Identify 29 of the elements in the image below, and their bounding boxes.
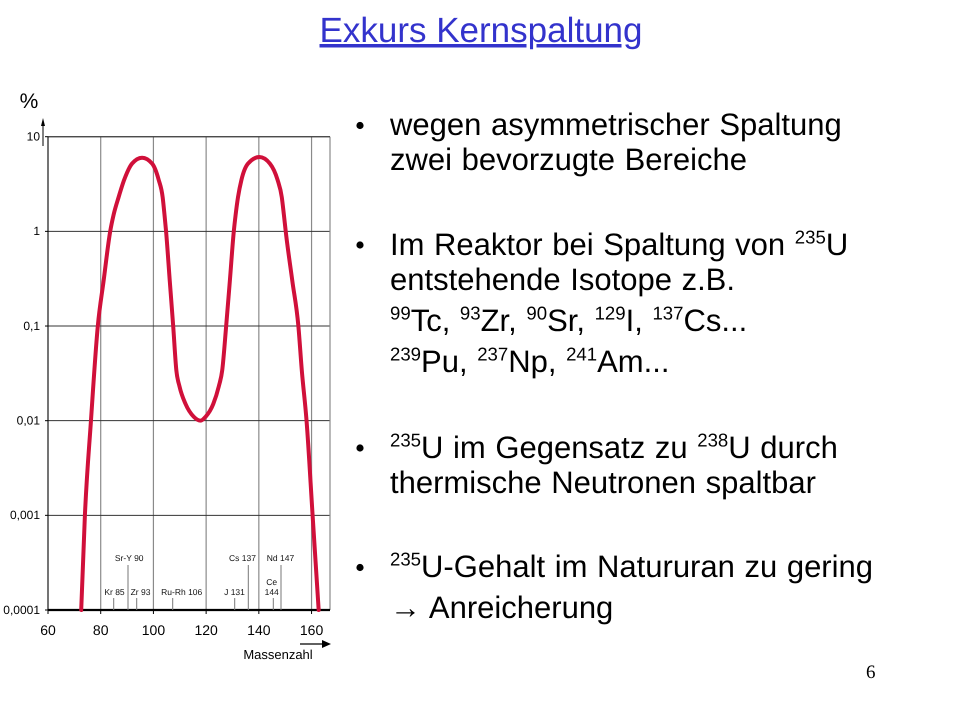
- y-tick-label: 10: [26, 130, 40, 144]
- y-tick-label: 0,01: [16, 414, 40, 428]
- y-axis-title: %: [20, 90, 38, 113]
- annotation: Ce 144: [264, 577, 280, 597]
- x-tick-label: 120: [194, 622, 218, 638]
- y-tick-label: 1: [33, 224, 40, 238]
- y-tick-label: 0,001: [10, 508, 40, 522]
- x-axis-title: Massenzahl: [243, 647, 313, 662]
- annotation: Cs 137: [229, 553, 256, 563]
- text: Im Reaktor bei Spaltung von $^{235}$U entstehende Isotope z.B. $^{99}$Tc, $^{93}$Zr, $^{90}$Sr, $^{129}$I, $^{137}$Cs... $^{239}$Pu, $^{237}$Np, $^{241}$Am...: [390, 226, 848, 378]
- annotation: Ru-Rh 106: [161, 587, 203, 597]
- annotation: Kr 85: [104, 587, 125, 597]
- annotation: Nd 147: [266, 553, 294, 563]
- text: $^{235}$U-Gehalt im Natururan zu gering → Anreicherung: [390, 548, 874, 625]
- x-tick-label: 100: [142, 622, 166, 638]
- text: 6: [866, 662, 876, 684]
- y-tick-label: 0,1: [23, 318, 40, 333]
- x-tick-label: 140: [247, 622, 271, 638]
- x-tick-label: 80: [92, 622, 109, 638]
- text: wegen asymmetrischer Spaltung zwei bevorzugte Bereiche: [390, 107, 843, 177]
- annotation: Sr-Y 90: [114, 553, 144, 563]
- text: Exkurs Kernspaltung: [320, 11, 642, 50]
- line-series: [79, 155, 321, 612]
- y-tick-label: 0,0001: [3, 602, 40, 617]
- annotation: Zr 93: [130, 587, 151, 597]
- x-tick-label: 60: [40, 622, 56, 638]
- text: $^{235}$U im Gegensatz zu $^{238}$U durch thermische Neutronen spaltbar: [390, 428, 839, 500]
- x-tick-label: 160: [300, 622, 324, 638]
- annotation: J 131: [224, 587, 246, 597]
